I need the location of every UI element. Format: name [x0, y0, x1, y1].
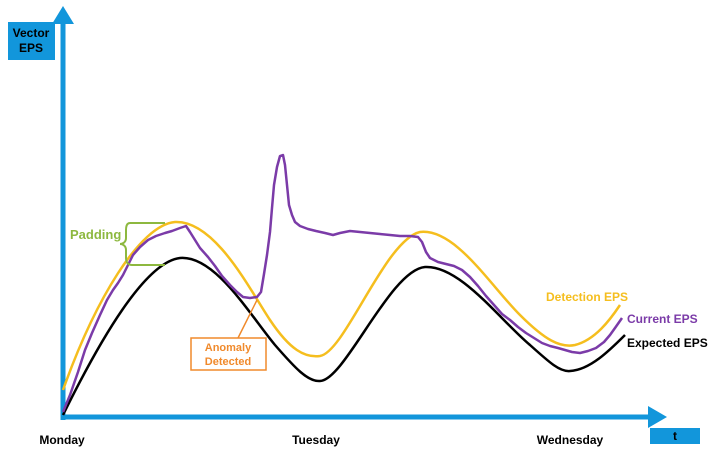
padding-label: Padding [70, 227, 121, 242]
detection-eps-label: Detection EPS [546, 290, 628, 304]
padding-bracket [119, 222, 165, 266]
anomaly-box [190, 337, 267, 371]
x-tick-wednesday: Wednesday [537, 433, 604, 447]
y-axis-label-box [8, 22, 55, 60]
expected-eps-line [61, 256, 626, 416]
detection-eps-line [61, 220, 622, 391]
y-axis-label-line1: Vector [13, 26, 50, 40]
x-axis-label: t [673, 429, 677, 443]
x-axis-label-box [650, 428, 700, 444]
current-eps-line [61, 153, 624, 413]
anomaly-pointer [236, 299, 258, 341]
y-axis-label-line2: EPS [19, 41, 43, 55]
anomaly-label-line1: Anomaly [205, 342, 252, 354]
anomaly-label-line2: Detected [205, 356, 251, 368]
x-tick-monday: Monday [39, 433, 85, 447]
current-eps-label: Current EPS [627, 312, 698, 326]
x-tick-tuesday: Tuesday [292, 433, 340, 447]
expected-eps-label: Expected EPS [627, 336, 708, 350]
x-axis-arrowhead [648, 406, 667, 428]
y-axis-arrowhead [52, 6, 74, 24]
